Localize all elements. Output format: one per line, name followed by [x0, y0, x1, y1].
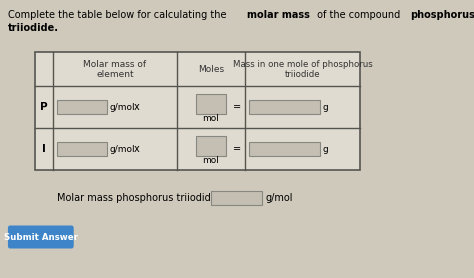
Bar [196, 136, 226, 156]
Text: Moles: Moles [198, 64, 224, 73]
Bar [211, 191, 263, 205]
Text: of the compound: of the compound [314, 10, 403, 20]
Text: triiodide.: triiodide. [9, 23, 59, 33]
Text: =: = [233, 102, 241, 112]
Text: Mass in one mole of phosphorus: Mass in one mole of phosphorus [233, 59, 372, 68]
Text: g/mol: g/mol [266, 193, 293, 203]
Text: mol: mol [202, 113, 219, 123]
Text: mol: mol [202, 155, 219, 165]
Bar [249, 100, 320, 114]
Text: Submit Answer: Submit Answer [4, 232, 78, 242]
Bar [35, 52, 360, 170]
Text: =: = [233, 144, 241, 154]
Text: element: element [96, 70, 134, 79]
Text: triiodide: triiodide [284, 70, 320, 78]
Text: x: x [133, 102, 139, 112]
Text: g: g [322, 145, 328, 153]
Text: I: I [42, 144, 46, 154]
Bar [249, 142, 320, 156]
Text: Complete the table below for calculating the: Complete the table below for calculating… [9, 10, 230, 20]
Text: g/mol: g/mol [110, 145, 136, 153]
Text: g: g [322, 103, 328, 111]
Text: Molar mass of: Molar mass of [83, 60, 146, 69]
Text: molar mass: molar mass [246, 10, 310, 20]
Bar [57, 142, 108, 156]
Bar [196, 94, 226, 114]
Bar [57, 100, 108, 114]
FancyBboxPatch shape [8, 225, 74, 249]
Text: g/mol: g/mol [110, 103, 136, 111]
Text: P: P [40, 102, 48, 112]
Text: x: x [133, 144, 139, 154]
Text: phosphorus: phosphorus [410, 10, 474, 20]
Text: Molar mass phosphorus triiodide =: Molar mass phosphorus triiodide = [57, 193, 231, 203]
